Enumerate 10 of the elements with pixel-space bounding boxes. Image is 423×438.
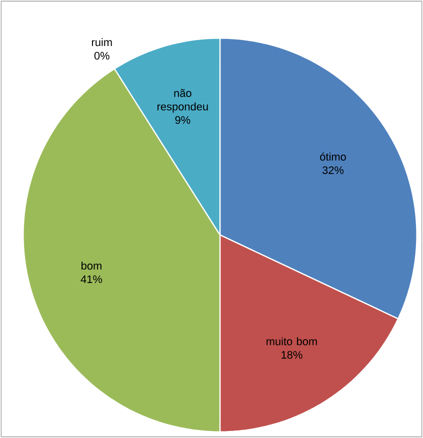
category-label: ruim <box>92 38 112 46</box>
data-label: 18% <box>282 350 302 359</box>
slice-label: não respondeu <box>158 89 208 113</box>
data-label: 9% <box>175 116 190 124</box>
data-label: 41% <box>80 275 102 284</box>
text: 0% <box>94 52 110 60</box>
slice-label: ótimo <box>320 152 346 161</box>
slice-label: bom <box>82 262 102 270</box>
slice-label: muito bom <box>266 337 317 346</box>
data-label: 32% <box>322 166 344 174</box>
